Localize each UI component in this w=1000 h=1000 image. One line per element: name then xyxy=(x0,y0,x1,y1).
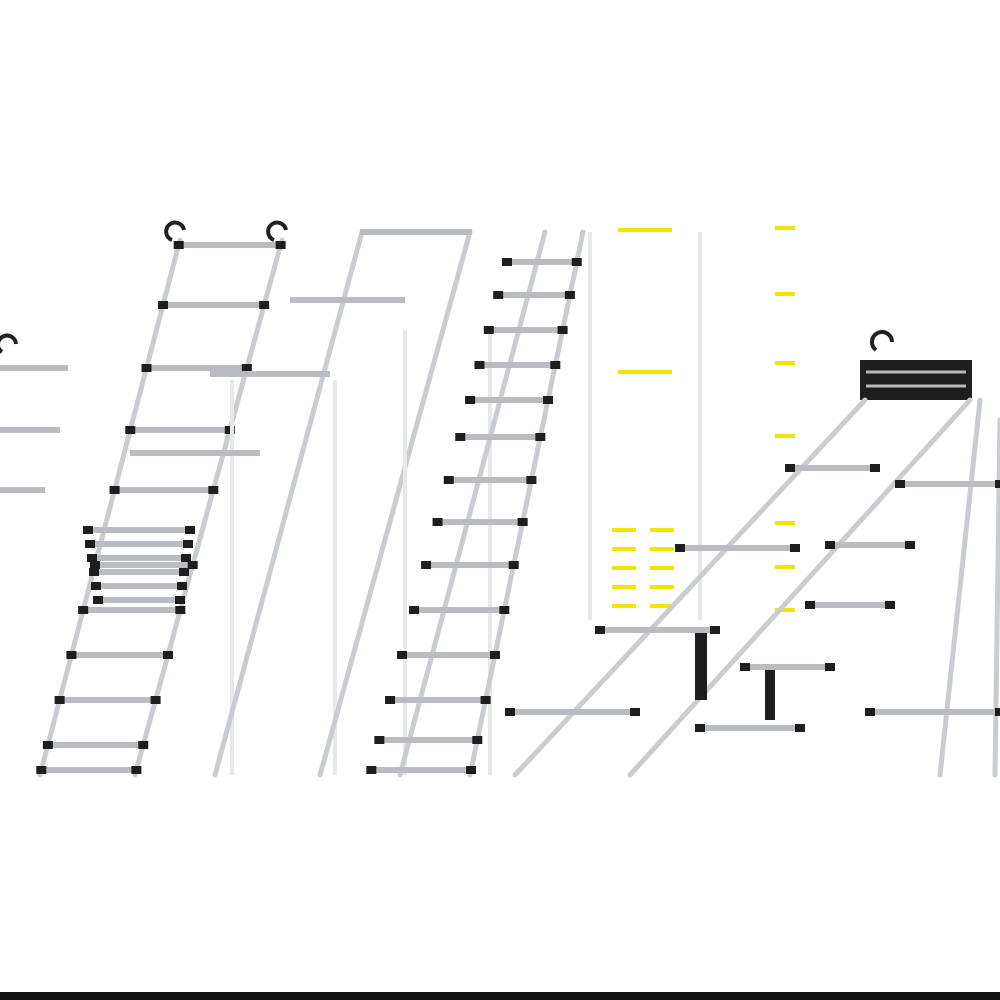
rung-end-cap xyxy=(150,696,161,704)
left-leaning-ladder xyxy=(36,220,288,778)
edge-ladder xyxy=(0,333,68,493)
yellow-marked-ladder xyxy=(588,226,795,620)
rung-end-cap xyxy=(275,241,286,249)
rung-end-cap xyxy=(87,554,97,562)
rung-end-cap xyxy=(175,596,185,604)
rung-end-cap xyxy=(89,561,100,569)
rung-end-cap xyxy=(443,476,454,484)
rung-end-cap xyxy=(78,606,89,614)
rung-end-cap xyxy=(710,626,720,634)
rung-end-cap xyxy=(564,291,575,299)
rung-end-cap xyxy=(505,708,515,716)
middle-a-frame-ladder xyxy=(130,229,473,778)
rung-end-cap xyxy=(177,582,187,590)
rung-end-cap xyxy=(162,651,173,659)
collapsed-ladder xyxy=(83,526,195,604)
rung-end-cap xyxy=(421,561,432,569)
rung-end-cap xyxy=(740,663,750,671)
rung-end-cap xyxy=(42,741,53,749)
rung-end-cap xyxy=(385,696,396,704)
rung-end-cap xyxy=(508,561,519,569)
rung-end-cap xyxy=(885,601,895,609)
rung-end-cap xyxy=(595,626,605,634)
rung-end-cap xyxy=(83,526,93,534)
rung-end-cap xyxy=(241,364,252,372)
rung-end-cap xyxy=(91,582,101,590)
rung-end-cap xyxy=(138,741,149,749)
rung-end-cap xyxy=(175,606,186,614)
rung-end-cap xyxy=(895,480,905,488)
rung-end-cap xyxy=(187,561,198,569)
rung-end-cap xyxy=(630,708,640,716)
rung-end-cap xyxy=(825,541,835,549)
rung-end-cap xyxy=(173,241,184,249)
rung-end-cap xyxy=(535,433,546,441)
rung-end-cap xyxy=(54,696,65,704)
rung-end-cap xyxy=(571,258,582,266)
rung-end-cap xyxy=(208,486,219,494)
rung-end-cap xyxy=(157,301,168,309)
rung-end-cap xyxy=(493,291,504,299)
rung-end-cap xyxy=(995,480,1000,488)
rung-end-cap xyxy=(109,486,120,494)
middle-vertical-ladder xyxy=(366,229,586,778)
rung-end-cap xyxy=(501,258,512,266)
rung-end-cap xyxy=(179,568,189,576)
rung-end-cap xyxy=(865,708,875,716)
rung-end-cap xyxy=(483,326,494,334)
right-a-frame-ladder xyxy=(505,330,1000,778)
rung-end-cap xyxy=(790,544,800,552)
rung-end-cap xyxy=(557,326,568,334)
rung-end-cap xyxy=(480,696,491,704)
rung-end-cap xyxy=(825,663,835,671)
rung-end-cap xyxy=(141,364,152,372)
rung-end-cap xyxy=(397,651,408,659)
rung-end-cap xyxy=(183,540,193,548)
rung-end-cap xyxy=(870,464,880,472)
rung-end-cap xyxy=(526,476,537,484)
rung-end-cap xyxy=(125,426,136,434)
rung-end-cap xyxy=(905,541,915,549)
rung-end-cap xyxy=(224,426,235,434)
rung-end-cap xyxy=(489,651,500,659)
rung-end-cap xyxy=(474,361,485,369)
rung-end-cap xyxy=(466,766,477,774)
rung-end-cap xyxy=(66,651,77,659)
rung-end-cap xyxy=(517,518,528,526)
rung-end-cap xyxy=(181,554,191,562)
bottom-border xyxy=(0,992,1000,1000)
rung-end-cap xyxy=(432,518,443,526)
rung-end-cap xyxy=(185,526,195,534)
rung-end-cap xyxy=(465,396,476,404)
rung-end-cap xyxy=(795,724,805,732)
rung-end-cap xyxy=(366,766,377,774)
rung-end-cap xyxy=(409,606,420,614)
rung-end-cap xyxy=(550,361,561,369)
rung-end-cap xyxy=(805,601,815,609)
rung-end-cap xyxy=(36,766,47,774)
rung-end-cap xyxy=(785,464,795,472)
rung-end-cap xyxy=(472,736,483,744)
rung-end-cap xyxy=(374,736,385,744)
rung-end-cap xyxy=(85,540,95,548)
rung-end-cap xyxy=(995,708,1000,716)
rung-end-cap xyxy=(131,766,142,774)
rung-end-cap xyxy=(543,396,554,404)
rung-end-cap xyxy=(93,596,103,604)
rung-end-cap xyxy=(89,568,99,576)
rung-end-cap xyxy=(499,606,510,614)
rung-end-cap xyxy=(675,544,685,552)
rung-end-cap xyxy=(455,433,466,441)
rung-end-cap xyxy=(259,301,270,309)
rung-end-cap xyxy=(695,724,705,732)
